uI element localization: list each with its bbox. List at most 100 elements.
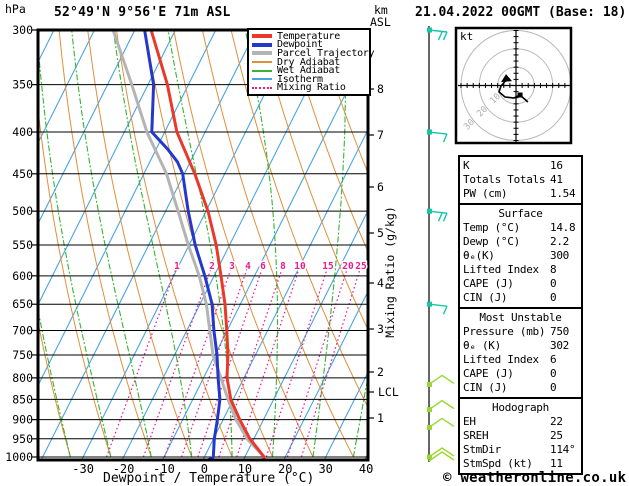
isotherm-line [38, 30, 95, 145]
legend-item: Isotherm [252, 73, 367, 85]
km-tick-label: 8 [377, 82, 384, 96]
parcel-trajectory-curve [111, 30, 266, 459]
temp-tick-label: -10 [153, 462, 175, 476]
panel-row-label: Pressure (mb) [463, 325, 546, 338]
panel-row-label: StmDir [463, 443, 501, 456]
panel-row: K 16 [463, 159, 578, 173]
legend-item: Mixing Ratio [252, 82, 367, 93]
wind-barb-chevron [428, 451, 455, 462]
hodograph [454, 26, 573, 145]
mixing-ratio-label: 2 [209, 261, 215, 272]
panel-row: Totals Totals 41 [463, 173, 578, 187]
legend-swatch-thick [252, 51, 272, 56]
wind-barb-shaft [428, 29, 448, 33]
pressure-tick-label: 350 [12, 78, 33, 92]
panel-row: Dewp (°C) 2.2 [463, 235, 578, 249]
temp-tick-label: -30 [72, 462, 94, 476]
panel-row-label: CIN (J) [463, 291, 508, 304]
mixing-ratio-label: 1 [174, 261, 180, 272]
pressure-tick-label: 300 [12, 23, 33, 37]
panel-row: CAPE (J) 0 [463, 367, 578, 381]
hodograph-ring-label: 20 [475, 105, 490, 120]
wind-barb [427, 301, 448, 315]
panel-row-label: Temp (°C) [463, 221, 520, 234]
legend-label: Temperature [277, 30, 340, 42]
isotherm-line [38, 30, 136, 226]
plot-border [36, 28, 370, 462]
panel-row-value: 0 [550, 381, 557, 394]
wind-barb [427, 27, 448, 41]
panel-row: CIN (J) 0 [463, 291, 578, 305]
wind-barb-chevron [428, 417, 455, 429]
panel-box-title: Surface [498, 207, 543, 220]
panel-row-value: 22 [550, 415, 563, 428]
panel-row-label: θₑ (K) [463, 339, 501, 352]
wind-barb-shaft [428, 303, 448, 307]
panel-row-label: StmSpd (kt) [463, 457, 533, 470]
mixing-ratio-line [300, 261, 363, 458]
legend-label: Wet Adiabat [277, 65, 340, 77]
height-axis-unit-km: km [374, 3, 388, 17]
copyright: © weatheronline.co.uk [443, 470, 627, 486]
panel-row: StmSpd (kt) 11 [463, 457, 578, 471]
wet-adiabat-line [71, 30, 152, 458]
wind-barb-feather [437, 31, 443, 41]
panel-box-most-unstable: Most Unstable Pressure (mb) 750 θₑ (K) 302 Li… [458, 307, 583, 399]
mixing-ratio-line [180, 261, 250, 458]
pressure-tick-label: 900 [12, 413, 33, 427]
legend-swatch-dotted [252, 86, 272, 89]
mixing-ratio-label: 4 [245, 261, 251, 272]
mixing-ratio-axis-title: Mixing Ratio (g/kg) [383, 206, 397, 338]
wet-adiabat-line [112, 30, 193, 458]
wind-barb [427, 208, 448, 222]
mixing-ratio-label: 6 [260, 261, 266, 272]
panel-row-label: SREH [463, 429, 489, 442]
temp-tick-label: -20 [113, 462, 135, 476]
temp-tick-label: 10 [238, 462, 252, 476]
panel-row-label: CAPE (J) [463, 277, 514, 290]
wind-barb [427, 417, 455, 430]
panel-row-value: 11 [550, 457, 563, 470]
legend-item: Temperature [252, 30, 367, 42]
mixing-ratio-line [164, 261, 234, 458]
station-title: 52°49'N 9°56'E 71m ASL [54, 5, 231, 20]
panel-row: SREH 25 [463, 429, 578, 443]
panel-row: Temp (°C) 14.8 [463, 221, 578, 235]
dry-adiabat-line [287, 30, 368, 253]
dewpoint-curve [143, 30, 222, 461]
wind-barb-feather [442, 212, 448, 222]
panel-row-value: 302 [550, 339, 569, 352]
pressure-tick-label: 500 [12, 204, 33, 218]
panel-row-value: 25 [550, 429, 563, 442]
pressure-tick-label: 750 [12, 348, 33, 362]
panel-row-label: Lifted Index [463, 263, 539, 276]
wind-barb [427, 129, 448, 143]
lcl-label: LCL [378, 385, 399, 399]
wet-adiabat-line [167, 30, 233, 458]
mixing-ratio-line [265, 261, 330, 458]
panel-row: θₑ (K) 302 [463, 339, 578, 353]
legend-item: Dewpoint [252, 39, 367, 50]
legend-swatch-thin [252, 78, 272, 81]
isotherm-line [201, 128, 368, 461]
legend-swatch-thick [252, 42, 272, 47]
km-tick-label: 5 [377, 226, 384, 240]
km-tick-label: 2 [377, 365, 384, 379]
wind-barb-shaft [428, 131, 448, 135]
panel-row-value: 2.2 [550, 235, 569, 248]
panel-row-label: Dewp (°C) [463, 235, 520, 248]
legend-item: Wet Adiabat [252, 65, 367, 77]
panel-row-value: 1.54 [550, 187, 576, 200]
panel-box: K 16 Totals Totals 41 PW (cm) 1.54 [458, 155, 583, 205]
legend-label: Parcel Trajectory [277, 47, 375, 59]
panel-row: StmDir 114° [463, 443, 578, 457]
legend-label: Dry Adiabat [277, 56, 340, 68]
wind-barb-shaft [428, 210, 448, 214]
mixing-ratio-label: 15 [322, 261, 334, 272]
hodograph-square-marker [517, 92, 523, 98]
legend-label: Isotherm [277, 73, 323, 85]
panel-row: EH 22 [463, 415, 578, 429]
panel-row-value: 41 [550, 173, 563, 186]
isotherm-line [38, 30, 176, 306]
